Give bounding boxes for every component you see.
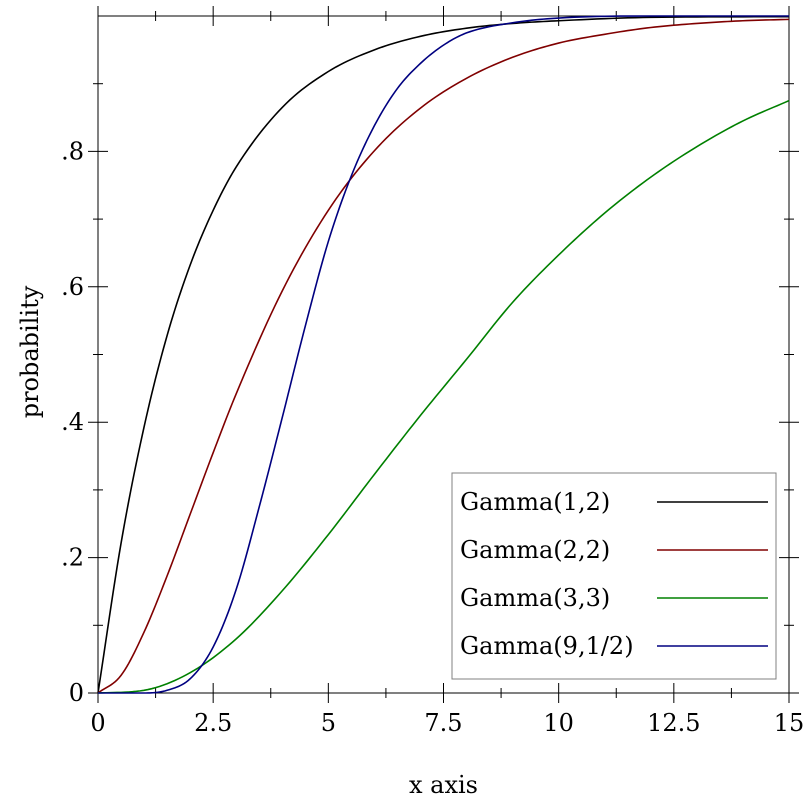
axis-ticks [88,6,799,703]
legend-box [451,472,777,680]
axis-tick-labels: 0 2.5 5 7.5 10 12.5 15 0 .2 .4 .6 .8 [61,137,804,737]
series-line-2 [97,99,790,694]
x-tick-label-4: 10 [543,709,574,737]
y-axis-label: probability [16,285,44,418]
legend-label-1: Gamma(2,2) [460,536,610,564]
legend-label-3: Gamma(9,1/2) [460,632,634,660]
x-tick-label-5: 12.5 [647,709,700,737]
x-tick-label-0: 0 [90,709,105,737]
x-axis-label: x axis [409,771,478,799]
series-line-0 [97,15,790,694]
legend-label-0: Gamma(1,2) [460,488,610,516]
y-tick-label-1: .2 [61,544,84,572]
x-tick-label-6: 15 [774,709,805,737]
legend-label-2: Gamma(3,3) [460,584,610,612]
x-tick-label-3: 7.5 [424,709,462,737]
y-tick-label-2: .4 [61,408,84,436]
series-line-1 [97,18,790,694]
y-tick-label-3: .6 [61,273,84,301]
series-line-3 [98,15,789,694]
x-tick-label-2: 5 [321,709,336,737]
y-tick-label-0: 0 [69,679,84,707]
legend: Gamma(1,2) Gamma(2,2) Gamma(3,3) Gamma(9,1/… [451,472,777,680]
series-layer [97,15,790,694]
y-tick-label-4: .8 [61,137,84,165]
x-tick-label-1: 2.5 [194,709,232,737]
